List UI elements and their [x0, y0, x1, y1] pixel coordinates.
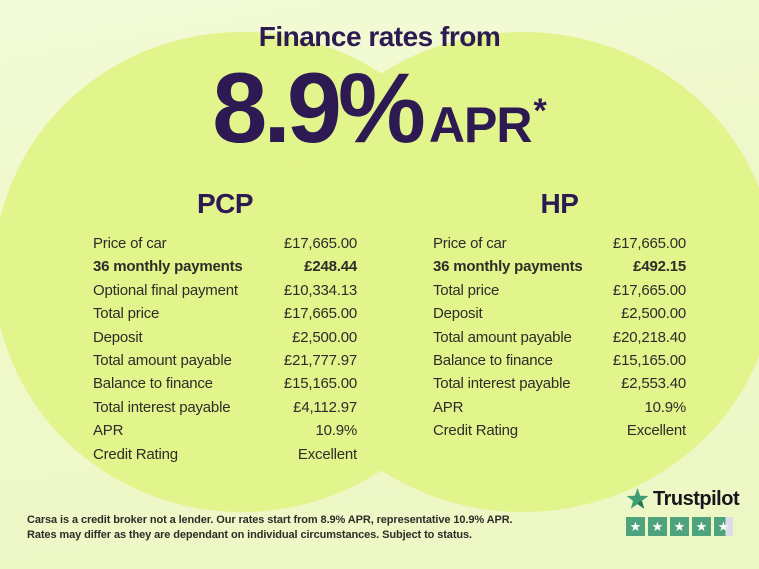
row-value: £17,665.00: [612, 281, 686, 299]
row-label: Credit Rating: [433, 422, 518, 440]
trustpilot-wordmark: Trustpilot: [653, 488, 740, 510]
row-value: £2,553.40: [621, 375, 686, 393]
table-row: Optional final payment £10,334.13: [93, 282, 357, 305]
row-label: Price of car: [93, 235, 167, 252]
hp-table: HP Price of car £17,665.00 36 monthly pa…: [433, 188, 686, 446]
trustpilot-widget[interactable]: Trustpilot ★ ★ ★ ★ ★: [626, 488, 740, 536]
row-label: Total interest payable: [93, 398, 231, 416]
hp-title: HP: [540, 188, 579, 219]
hp-rows: Price of car £17,665.00 36 monthly payme…: [433, 235, 686, 446]
table-row: Price of car £17,665.00: [433, 235, 686, 258]
row-value: Excellent: [626, 422, 686, 440]
trustpilot-rating: ★ ★ ★ ★ ★: [626, 517, 740, 536]
row-label: Optional final payment: [93, 281, 238, 299]
table-row: Price of car £17,665.00: [93, 235, 357, 258]
pcp-rows: Price of car £17,665.00 36 monthly payme…: [93, 235, 357, 469]
row-value: £17,665.00: [612, 235, 686, 252]
legal-disclaimer: Carsa is a credit broker not a lender. O…: [27, 513, 513, 542]
row-value: 10.9%: [644, 398, 686, 416]
table-row: Total amount payable £21,777.97: [93, 352, 357, 375]
pcp-table: PCP Price of car £17,665.00 36 monthly p…: [93, 188, 357, 469]
table-row: Credit Rating Excellent: [433, 422, 686, 445]
row-label: Total price: [93, 305, 160, 323]
row-label: APR: [93, 422, 124, 440]
row-label: Total amount payable: [93, 351, 232, 369]
rate-value: 8.9%: [212, 52, 426, 163]
row-label: 36 monthly payments: [433, 258, 583, 276]
pcp-title: PCP: [196, 188, 254, 219]
table-row: Balance to finance £15,165.00: [93, 375, 357, 398]
trustpilot-logo: Trustpilot: [626, 488, 740, 511]
disclaimer-line-2: Rates may differ as they are dependant o…: [27, 528, 472, 541]
table-row: APR 10.9%: [93, 422, 357, 445]
table-row: Total amount payable £20,218.40: [433, 329, 686, 352]
table-row: APR 10.9%: [433, 399, 686, 422]
table-row: Credit Rating Excellent: [93, 446, 357, 469]
row-label: 36 monthly payments: [93, 258, 243, 276]
star-icon: ★: [648, 517, 667, 536]
table-row: Total interest payable £4,112.97: [93, 399, 357, 422]
row-value: £492.15: [633, 258, 686, 276]
star-icon: ★: [692, 517, 711, 536]
row-label: Total amount payable: [433, 328, 572, 346]
row-value: £248.44: [304, 258, 357, 276]
row-value: £17,665.00: [283, 305, 357, 323]
row-label: APR: [433, 398, 464, 416]
star-icon: ★: [626, 517, 645, 536]
table-row: Deposit £2,500.00: [433, 305, 686, 328]
row-label: Balance to finance: [93, 375, 213, 393]
poster-title: Finance rates from: [258, 21, 501, 52]
row-value: £15,165.00: [612, 351, 686, 369]
row-label: Credit Rating: [93, 445, 178, 463]
star-icon-partial: ★: [714, 517, 733, 536]
row-label: Deposit: [93, 328, 143, 346]
row-value: £17,665.00: [283, 235, 357, 252]
row-value: £20,218.40: [612, 328, 686, 346]
disclaimer-line-1: Carsa is a credit broker not a lender. O…: [27, 514, 513, 526]
row-value: £2,500.00: [621, 305, 686, 323]
row-value: £4,112.97: [293, 398, 357, 416]
row-label: Total interest payable: [433, 375, 571, 393]
row-value: Excellent: [297, 445, 357, 463]
table-row: Total price £17,665.00: [433, 282, 686, 305]
row-value: £10,334.13: [283, 281, 357, 299]
headline-rate: 8.9% APR *: [0, 58, 759, 157]
table-row: Total interest payable £2,553.40: [433, 375, 686, 398]
table-row: 36 monthly payments £248.44: [93, 258, 357, 281]
rate-suffix: APR: [428, 97, 533, 153]
star-icon: ★: [670, 517, 689, 536]
table-row: Total price £17,665.00: [93, 305, 357, 328]
row-value: £2,500.00: [292, 328, 357, 346]
row-label: Balance to finance: [433, 351, 553, 369]
row-value: £21,777.97: [283, 351, 357, 369]
row-label: Deposit: [433, 305, 483, 323]
table-row: Deposit £2,500.00: [93, 329, 357, 352]
rate-asterisk: *: [533, 92, 547, 130]
row-value: 10.9%: [315, 422, 357, 440]
table-row: 36 monthly payments £492.15: [433, 258, 686, 281]
row-label: Price of car: [433, 235, 507, 252]
row-label: Total price: [433, 281, 500, 299]
row-value: £15,165.00: [283, 375, 357, 393]
trustpilot-star-icon: [626, 488, 649, 509]
table-row: Balance to finance £15,165.00: [433, 352, 686, 375]
